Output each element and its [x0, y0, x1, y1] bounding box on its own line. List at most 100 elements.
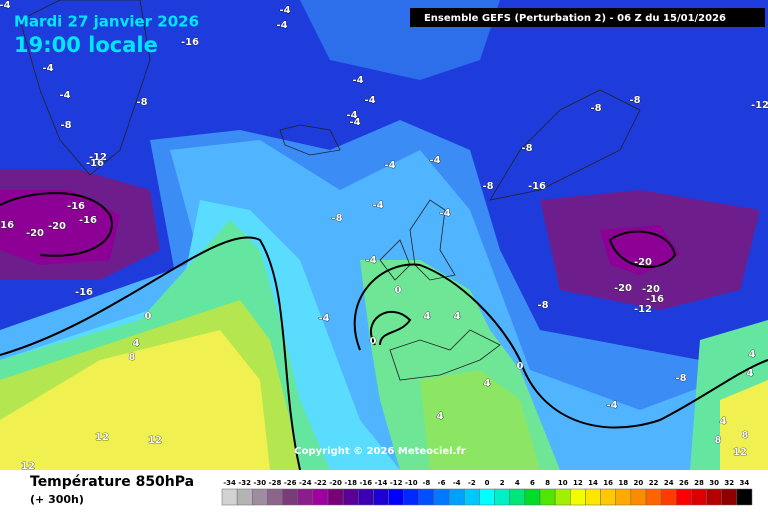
- contour-label: -16: [0, 220, 14, 231]
- contour-label: 8: [742, 430, 749, 441]
- scale-swatch: [418, 488, 435, 506]
- scale-label: 30: [709, 479, 719, 487]
- contour-label: 4: [747, 368, 754, 379]
- scale-label: -24: [299, 479, 312, 487]
- contour-label: -4: [439, 208, 450, 219]
- scale-label: 10: [558, 479, 568, 487]
- scale-label: 6: [530, 479, 535, 487]
- contour-label: -20: [642, 284, 660, 295]
- scale-swatch: [252, 488, 268, 506]
- contour-label: -4: [372, 200, 383, 211]
- contour-label: -8: [675, 373, 686, 384]
- scale-label: 20: [634, 479, 644, 487]
- contour-label: 12: [148, 435, 162, 446]
- contour-label: -8: [136, 97, 147, 108]
- contour-label: 4: [484, 378, 491, 389]
- scale-label: -10: [405, 479, 418, 487]
- scale-label: 14: [588, 479, 598, 487]
- scale-swatch: [570, 488, 586, 506]
- scale-label: -34: [223, 479, 236, 487]
- scale-swatch: [615, 488, 632, 506]
- contour-label: -4: [42, 63, 53, 74]
- scale-swatch: [267, 488, 283, 506]
- contour-label: -8: [521, 143, 532, 154]
- copyright: Copyright © 2026 Meteociel.fr: [294, 446, 465, 457]
- color-scale: -34 -32 -30 -28 -26 -24 -22 -20 -18 -16 -14 -12 -10-…: [221, 479, 753, 506]
- scale-label: -8: [423, 479, 431, 487]
- contour-label: -16: [79, 215, 97, 226]
- contour-label: -16: [528, 181, 546, 192]
- scale-label: 18: [618, 479, 628, 487]
- scale-label: -16: [360, 479, 373, 487]
- contour-label: 4: [454, 311, 461, 322]
- contour-label: 12: [21, 461, 35, 472]
- contour-label: -8: [60, 120, 71, 131]
- contour-label: -20: [634, 257, 652, 268]
- contour-label: 4: [720, 416, 727, 427]
- contour-label: 12: [733, 447, 747, 458]
- scale-swatch: [358, 488, 374, 506]
- contour-label: -4: [276, 20, 287, 31]
- scale-label: -12: [390, 479, 403, 487]
- contour-label: 0: [370, 336, 377, 347]
- scale-swatch: [539, 488, 556, 506]
- scale-swatch: [464, 488, 480, 506]
- legend-title: Température 850hPa: [30, 474, 194, 490]
- contour-label: -12: [751, 100, 768, 111]
- scale-swatch: [645, 488, 662, 506]
- scale-swatch: [448, 488, 465, 506]
- isotherms: [0, 192, 768, 471]
- scale-swatch: [554, 488, 571, 506]
- scale-swatch: [676, 488, 692, 506]
- scale-label: -2: [468, 479, 476, 487]
- contour-label: 4: [424, 311, 431, 322]
- contour-label: 8: [715, 435, 722, 446]
- contour-label: -20: [614, 283, 632, 294]
- scale-label: -4: [453, 479, 461, 487]
- contour-label: -12: [634, 304, 652, 315]
- contour-label: -16: [86, 158, 104, 169]
- contour-label: -20: [48, 221, 66, 232]
- scale-swatch: [433, 488, 450, 506]
- contour-label: 4: [437, 411, 444, 422]
- contour-label: -4: [59, 90, 70, 101]
- contour-label: 4: [749, 349, 756, 360]
- scale-label: 12: [573, 479, 583, 487]
- scale-label: -26: [284, 479, 297, 487]
- contour-label: -4: [279, 5, 290, 16]
- scale-swatch: [221, 488, 238, 506]
- contour-label: -12: [89, 152, 107, 163]
- scale-swatch: [509, 488, 526, 506]
- forecast-time: 19:00 locale: [14, 33, 158, 57]
- contour-label: -16: [75, 287, 93, 298]
- scale-swatch: [660, 488, 677, 506]
- scale-label: 34: [740, 479, 750, 487]
- contour-label: -8: [537, 300, 548, 311]
- scale-label: -32: [238, 479, 251, 487]
- scale-swatch: [312, 488, 329, 506]
- contour-label: -4: [346, 110, 357, 121]
- scale-label: 16: [603, 479, 613, 487]
- contour-label: -4: [364, 95, 375, 106]
- scale-label: 26: [679, 479, 689, 487]
- contour-label: -8: [482, 181, 493, 192]
- scale-swatch: [282, 488, 298, 506]
- scale-label: 8: [545, 479, 550, 487]
- scale-label: 0: [485, 479, 490, 487]
- contour-label: -16: [646, 294, 664, 305]
- run-info: Ensemble GEFS (Perturbation 2) - 06 Z du…: [424, 13, 726, 24]
- scale-label: 2: [500, 479, 505, 487]
- contour-label: -4: [352, 75, 363, 86]
- scale-label: -28: [269, 479, 282, 487]
- scale-label: -20: [329, 479, 342, 487]
- scale-swatch: [327, 488, 344, 506]
- scale-swatch: [373, 488, 389, 506]
- legend-subtitle: (+ 300h): [30, 493, 84, 506]
- contour-label: -4: [606, 400, 617, 411]
- scale-label: -22: [314, 479, 327, 487]
- scale-swatch: [236, 488, 253, 506]
- contour-labels: -4 -4-4-16-4-4-8-8-4-4-4-4-4 -4-4-8 -4-8 -16…: [0, 0, 768, 472]
- contour-label: -4: [349, 117, 360, 128]
- scale-swatch: [736, 488, 753, 506]
